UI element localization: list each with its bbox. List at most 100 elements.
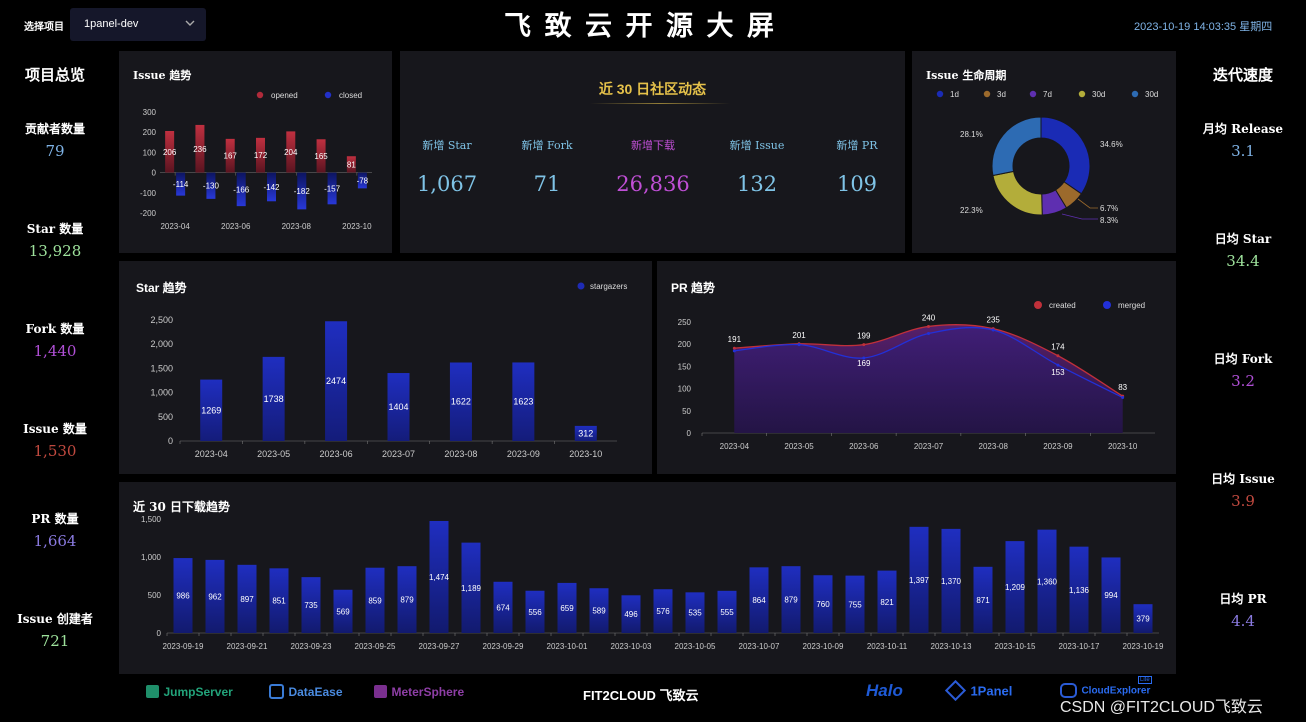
- x-tick-label: 2023-10-19: [1123, 642, 1164, 651]
- created-point: [862, 343, 866, 347]
- x-tick-label: 2023-10-07: [739, 642, 780, 651]
- 1panel-icon: [944, 680, 967, 702]
- opened-value-label: 236: [193, 145, 207, 154]
- community-stat-value: 132: [736, 172, 778, 196]
- bar-value-label: 1,370: [941, 577, 962, 586]
- community-stat-value: 26,836: [616, 172, 690, 196]
- x-tick-label: 2023-10-15: [995, 642, 1036, 651]
- community-stat-label: 新增下载: [631, 139, 675, 152]
- community-stat-value: 109: [836, 172, 878, 196]
- stat-value: 1,440: [33, 342, 77, 360]
- stat-value: 13,928: [28, 242, 82, 260]
- download-bar: [461, 542, 481, 633]
- fit2cloud-logo[interactable]: FIT2CLOUD 飞致云: [583, 688, 699, 703]
- star-bar: [387, 373, 410, 441]
- x-tick-label: 2023-06: [849, 442, 879, 451]
- bar-value-label: 1,360: [1037, 577, 1058, 586]
- download-bar: [525, 590, 545, 633]
- bar-value-label: 755: [848, 600, 862, 609]
- bar-value-label: 659: [560, 604, 574, 613]
- pie-slice-label: 6.7%: [1100, 204, 1118, 213]
- project-select-value: 1panel-dev: [84, 18, 139, 30]
- dataease-logo[interactable]: DataEase: [269, 683, 343, 701]
- stat-value: 4.4: [1231, 612, 1255, 630]
- chevron-down-icon: [184, 16, 196, 35]
- bar-value-label: 864: [752, 596, 766, 605]
- x-tick-label: 2023-10-05: [675, 642, 716, 651]
- x-tick-label: 2023-08: [979, 442, 1009, 451]
- legend-swatch-closed: [324, 91, 332, 99]
- download-bar: [1037, 529, 1057, 633]
- legend-swatch-merged: [1103, 301, 1111, 309]
- x-tick-label: 2023-09-29: [483, 642, 524, 651]
- bar-value-label: 555: [720, 608, 734, 617]
- bar-value-label: 1,189: [461, 584, 482, 593]
- stat-label: 月均 Release: [1202, 122, 1284, 136]
- community-stat-label: 新增 Issue: [729, 139, 785, 152]
- y-tick-label: 500: [148, 591, 162, 600]
- y-tick-label: 100: [143, 148, 157, 157]
- bar-value-label: 2474: [326, 376, 346, 386]
- page-title: 飞 致 云 开 源 大 屏: [503, 11, 777, 41]
- cloudexplorer-logo[interactable]: CloudExplorer Lite: [1060, 676, 1152, 700]
- community-stat-value: 1,067: [416, 172, 478, 196]
- pie-slice-label: 8.3%: [1100, 216, 1118, 225]
- download-bar: [1133, 604, 1153, 633]
- opened-value-label: 204: [284, 148, 298, 157]
- opened-bar: [225, 138, 235, 173]
- pie-leader-line: [1061, 213, 1098, 220]
- community-stat-label: 新增 PR: [836, 139, 878, 152]
- bar-value-label: 1,474: [429, 573, 450, 582]
- stat-label: 日均 PR: [1219, 592, 1267, 606]
- community-stat-label: 新增 Star: [422, 139, 472, 152]
- community-panel: 近 30 日社区动态 新增 Star 1,067 新增 Fork 71 新增下载 26,8…: [400, 51, 905, 253]
- star-bar: [512, 362, 535, 441]
- download-bar: [813, 575, 833, 633]
- jumpserver-logo[interactable]: JumpServer: [146, 683, 233, 701]
- legend-swatch: [1131, 90, 1139, 98]
- opened-bar: [165, 130, 175, 173]
- download-bar: [237, 564, 257, 633]
- closed-bar: [327, 172, 337, 205]
- bar-value-label: 994: [1104, 591, 1118, 600]
- closed-value-label: -114: [173, 180, 189, 189]
- download-bar: [1069, 546, 1089, 633]
- stat-value: 1,664: [33, 532, 77, 550]
- datetime-display: 2023-10-19 14:03:35 星期四: [1134, 21, 1273, 33]
- bar-value-label: 821: [880, 598, 894, 607]
- stat-label: Issue 创建者: [17, 612, 93, 626]
- download-bar: [429, 520, 449, 633]
- created-value-label: 199: [857, 332, 871, 341]
- stat-value: 3.1: [1231, 142, 1255, 160]
- pie-slice: [1040, 116, 1091, 195]
- metersphere-logo[interactable]: MeterSphere: [374, 683, 464, 701]
- bar-value-label: 962: [208, 592, 222, 601]
- project-select[interactable]: 1panel-dev: [70, 8, 206, 41]
- x-tick-label: 2023-10-17: [1059, 642, 1100, 651]
- y-tick-label: 1,000: [150, 388, 173, 398]
- pie-slice: [992, 170, 1043, 216]
- opened-bar: [286, 131, 296, 173]
- legend-swatch-stargazers: [577, 282, 585, 290]
- bar-value-label: 589: [592, 607, 606, 616]
- bar-value-label: 859: [368, 596, 382, 605]
- x-tick-label: 2023-09: [507, 449, 540, 459]
- bar-value-label: 879: [784, 596, 798, 605]
- halo-logo[interactable]: Halo: [866, 681, 903, 700]
- star-bar: [325, 321, 348, 441]
- bar-value-label: 496: [624, 610, 638, 619]
- legend-swatch: [1029, 90, 1037, 98]
- overview-column: 项目总览 贡献者数量 79 Star 数量 13,928 Fork 数量 1,440 Iss…: [0, 52, 110, 662]
- created-value-label: 235: [987, 316, 1001, 325]
- y-tick-label: 150: [678, 362, 692, 371]
- closed-value-label: -157: [324, 184, 341, 193]
- legend-label-stargazers: stargazers: [590, 282, 627, 291]
- closed-bar: [206, 172, 216, 199]
- 1panel-logo[interactable]: 1Panel: [944, 680, 1012, 702]
- y-tick-label: 200: [678, 340, 692, 349]
- download-bar: [333, 589, 353, 633]
- bar-value-label: 312: [578, 428, 593, 438]
- x-tick-label: 2023-08: [444, 449, 477, 459]
- legend-label-closed: closed: [339, 91, 362, 100]
- merged-area: [734, 327, 1123, 433]
